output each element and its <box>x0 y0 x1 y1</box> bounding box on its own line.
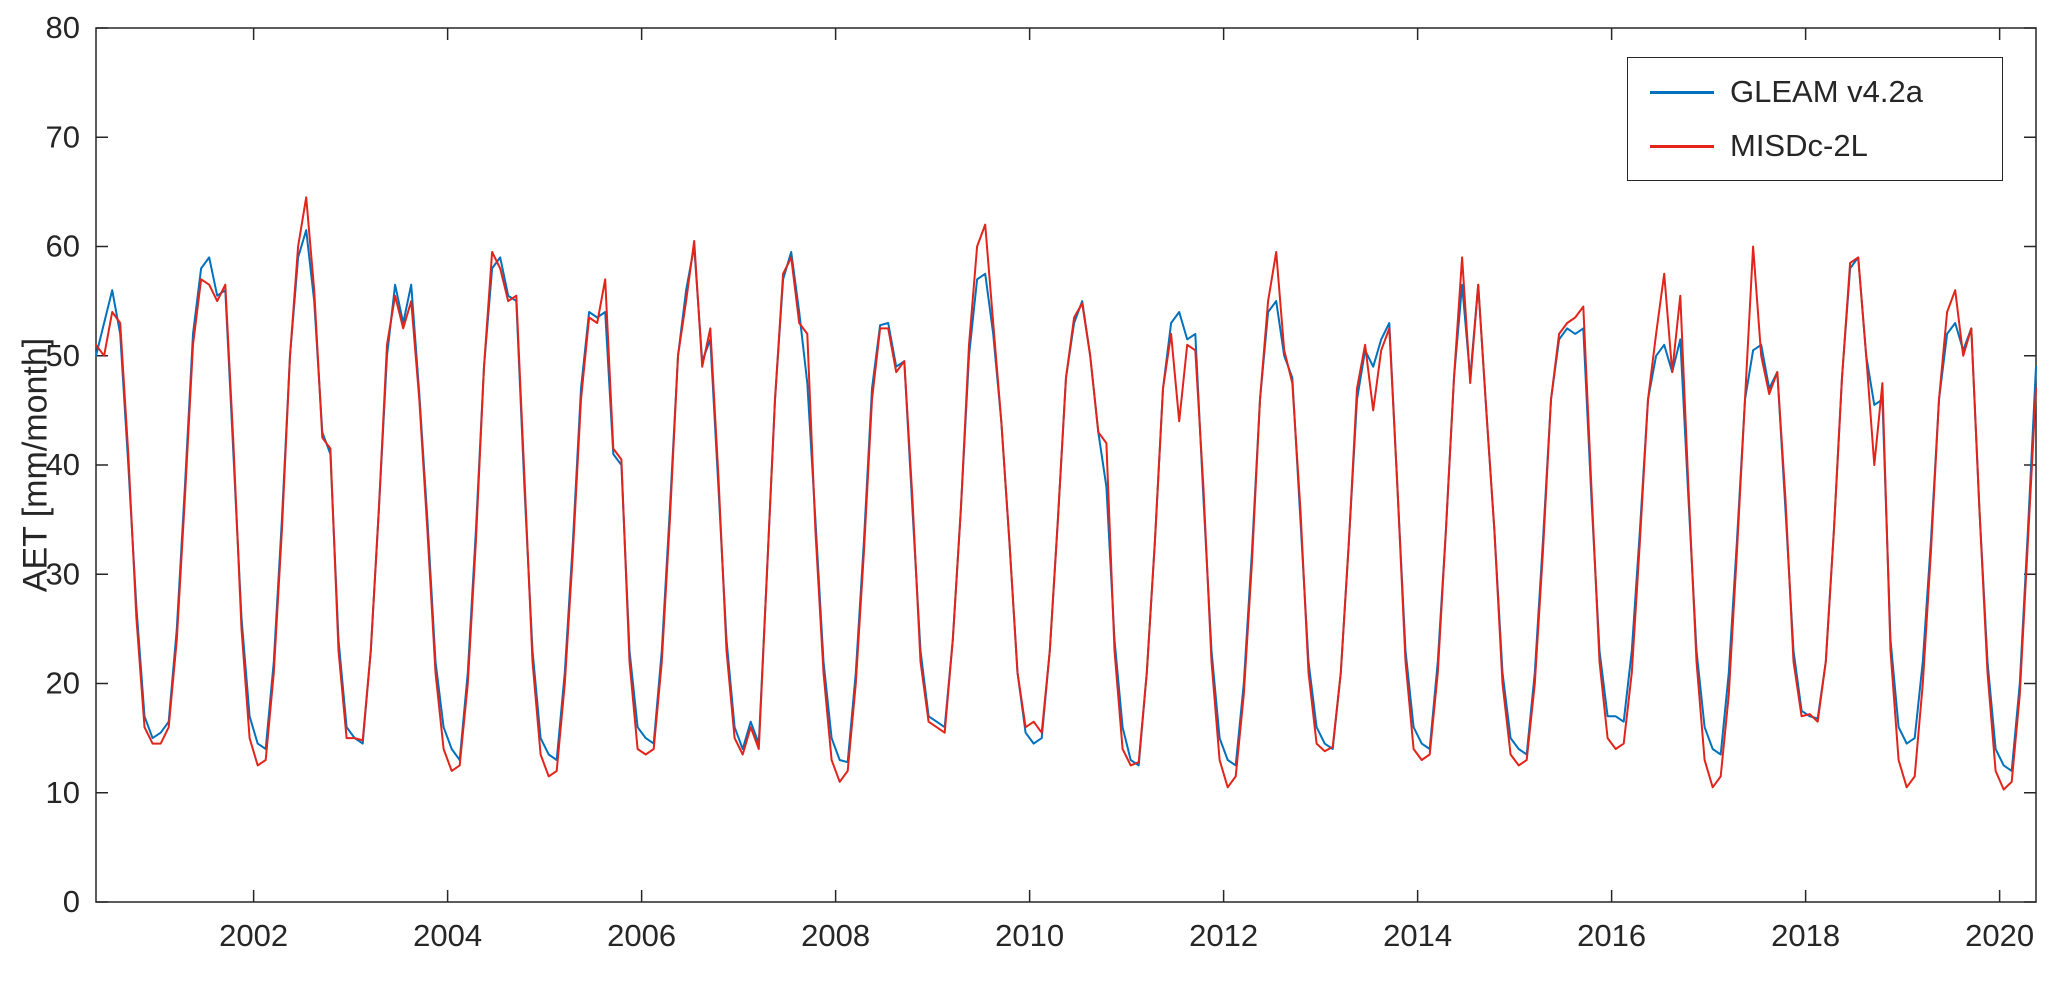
x-tick-label: 2012 <box>1189 918 1258 953</box>
legend: GLEAM v4.2a MISDc-2L <box>1627 57 2003 181</box>
y-tick-label: 40 <box>46 447 80 482</box>
y-tick-label: 80 <box>46 10 80 45</box>
x-tick-label: 2016 <box>1577 918 1646 953</box>
legend-label-gleam: GLEAM v4.2a <box>1730 74 1923 109</box>
x-tick-label: 2004 <box>413 918 482 953</box>
x-tick-label: 2014 <box>1383 918 1452 953</box>
legend-line-sample-misdc <box>1650 144 1714 148</box>
x-tick-label: 2010 <box>995 918 1064 953</box>
legend-entry-misdc: MISDc-2L <box>1650 128 1980 164</box>
y-tick-label: 60 <box>46 229 80 264</box>
x-tick-label: 2008 <box>801 918 870 953</box>
y-tick-label: 50 <box>46 338 80 373</box>
y-tick-label: 70 <box>46 119 80 154</box>
legend-line-sample-gleam <box>1650 90 1714 94</box>
x-tick-label: 2002 <box>219 918 288 953</box>
x-tick-label: 2018 <box>1771 918 1840 953</box>
x-tick-label: 2020 <box>1965 918 2034 953</box>
series-misdc-line <box>95 196 2037 791</box>
x-tick-label: 2006 <box>607 918 676 953</box>
legend-entry-gleam: GLEAM v4.2a <box>1650 74 1980 110</box>
y-tick-label: 30 <box>46 556 80 591</box>
y-axis-label: AET [mm/month] <box>16 337 55 593</box>
y-tick-label: 0 <box>63 884 80 919</box>
series-gleam-line <box>95 229 2037 772</box>
y-tick-label: 20 <box>46 666 80 701</box>
y-tick-label: 10 <box>46 775 80 810</box>
legend-label-misdc: MISDc-2L <box>1730 128 1868 163</box>
